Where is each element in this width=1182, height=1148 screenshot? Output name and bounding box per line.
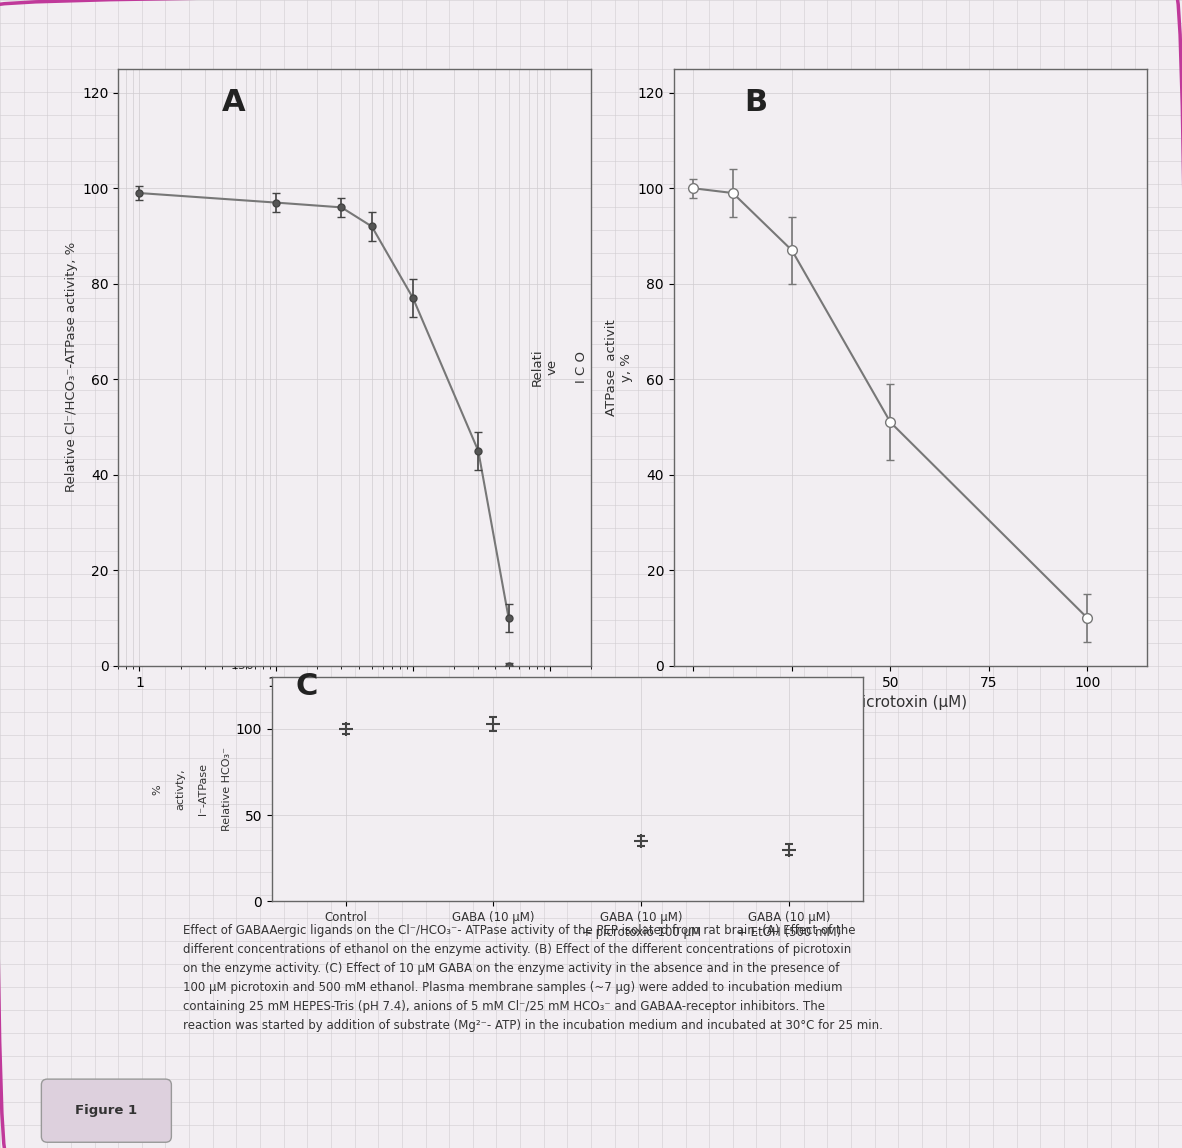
Text: C: C <box>296 673 318 701</box>
Text: Figure 1: Figure 1 <box>76 1104 137 1117</box>
Text: 150: 150 <box>230 659 254 672</box>
Y-axis label: Relative Cl⁻/HCO₃⁻-ATPase activity, %: Relative Cl⁻/HCO₃⁻-ATPase activity, % <box>65 242 78 492</box>
X-axis label: Picrotoxin (μM): Picrotoxin (μM) <box>853 696 967 711</box>
X-axis label: log Ethanol  (mM): log Ethanol (mM) <box>287 696 422 711</box>
Text: A: A <box>222 87 246 117</box>
Y-axis label: %

activty,

l⁻-ATPase

Relative HCO₃⁻: % activty, l⁻-ATPase Relative HCO₃⁻ <box>152 747 232 831</box>
Text: Effect of GABAAergic ligands on the Cl⁻/HCO₃⁻- ATPase activity of the PEP isolat: Effect of GABAAergic ligands on the Cl⁻/… <box>183 924 883 1032</box>
Y-axis label: Relati
ve

I C O

ATPase  activit
y, %: Relati ve I C O ATPase activit y, % <box>531 319 634 416</box>
Text: B: B <box>745 87 768 117</box>
